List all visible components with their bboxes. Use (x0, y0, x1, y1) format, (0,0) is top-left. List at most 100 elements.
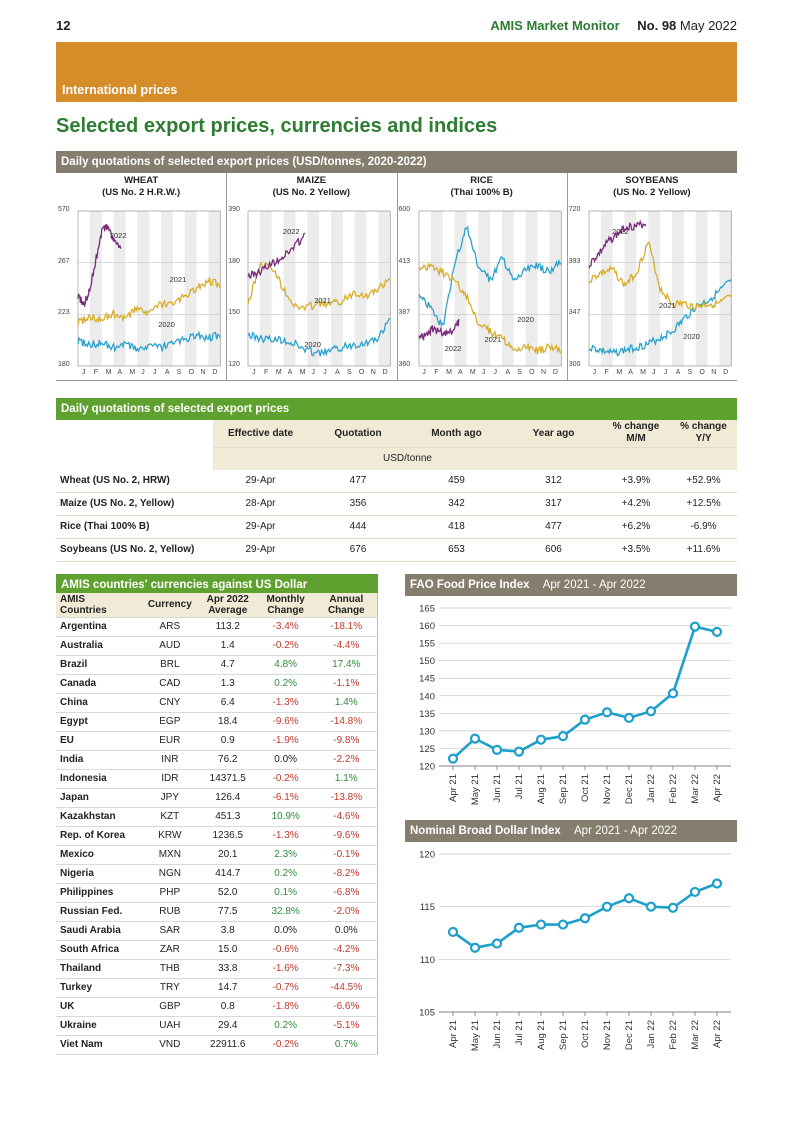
data-point (601, 901, 613, 912)
fao-chart-subtitle: Apr 2021 - Apr 2022 (542, 579, 646, 591)
series-2022-line (247, 232, 306, 280)
x-tick-label: Feb 22 (668, 774, 679, 804)
dollar-chart-title: Nominal Broad Dollar Index (410, 825, 561, 837)
month-stripe (695, 211, 708, 366)
country-name: Philippines (56, 883, 140, 903)
currency-code: CNY (139, 693, 200, 713)
col-change-mm: % change M/M (602, 420, 670, 448)
average-rate: 414.7 (199, 864, 256, 884)
data-point (667, 902, 679, 913)
x-tick-label: Jul 21 (514, 774, 525, 799)
monthly-change: -0.7% (255, 978, 316, 998)
col-year-ago: Year ago (505, 420, 602, 448)
y-tick-label: 105 (419, 1008, 435, 1019)
country-name: Russian Fed. (56, 902, 140, 922)
annual-change: 1.1% (315, 769, 378, 789)
col-month-ago: Month ago (408, 420, 505, 448)
panel-commodity: MAIZE (296, 175, 327, 186)
panel-commodity: RICE (470, 175, 493, 186)
month-label: M (469, 369, 476, 376)
x-tick-label: Jan 22 (646, 774, 657, 803)
month-label: A (164, 369, 170, 376)
y-tick-label: 267 (58, 257, 70, 265)
plot-frame (247, 210, 391, 367)
quotation-row: Soybeans (US No. 2, Yellow) 29-Apr 676 653 6… (56, 538, 737, 562)
annual-change: -1.1% (315, 674, 378, 694)
currency-row: Canada CAD 1.3 0.2% -1.1% (56, 674, 378, 694)
panel-plot (247, 210, 391, 367)
currency-row: Philippines PHP 52.0 0.1% -6.8% (56, 883, 378, 903)
country-name: Japan (56, 788, 140, 808)
col-change-yy: % change Y/Y (670, 420, 737, 448)
country-name: Kazakhstan (56, 807, 140, 827)
panel-grade: (Thai 100% B) (450, 187, 513, 198)
currencies-header-row: AMIS Countries Currency Apr 2022 Average… (56, 593, 378, 618)
country-name: Thailand (56, 959, 140, 979)
monthly-change: 32.8% (255, 902, 316, 922)
y-tick-label: 360 (398, 361, 411, 368)
change-yy-value: -6.9% (670, 515, 737, 539)
currency-row: Nigeria NGN 414.7 0.2% -8.2% (56, 864, 378, 884)
month-label: N (200, 369, 206, 376)
panel-commodity: WHEAT (124, 175, 159, 186)
average-rate: 14371.5 (199, 769, 256, 789)
dollar-chart-subtitle: Apr 2021 - Apr 2022 (574, 825, 677, 837)
data-point (689, 621, 701, 632)
x-tick-label: Jan 22 (646, 1020, 657, 1049)
data-point (645, 706, 657, 717)
issue-date: May 2022 (679, 18, 737, 33)
y-tick-label: 180 (58, 361, 70, 368)
y-tick-label: 150 (419, 656, 435, 667)
panel-plot (588, 210, 732, 367)
average-rate: 52.0 (199, 883, 256, 903)
x-tick-label: Mar 22 (690, 774, 701, 804)
month-stripe (307, 211, 320, 366)
month-label: M (446, 369, 452, 376)
month-label: D (723, 369, 729, 376)
quotation-value: 676 (308, 538, 408, 562)
quotation-value: 444 (308, 515, 408, 539)
currency-row: South Africa ZAR 15.0 -0.6% -4.2% (56, 940, 378, 960)
currency-row: Japan JPY 126.4 -6.1% -13.8% (56, 788, 378, 808)
year-label: 2022 (612, 226, 629, 236)
year-label: 2022 (444, 344, 462, 354)
y-tick-label: 115 (420, 902, 435, 913)
month-ago-value: 342 (408, 492, 505, 516)
y-tick-label: 150 (228, 309, 240, 317)
month-label: A (457, 369, 463, 376)
annual-change: -18.1% (315, 617, 378, 637)
year-label: 2022 (282, 226, 300, 236)
currency-code: PHP (139, 883, 200, 903)
panel-grade: (US No. 2 Yellow) (272, 187, 351, 198)
currency-row: Thailand THB 33.8 -1.6% -7.3% (56, 959, 378, 979)
average-rate: 0.8 (199, 997, 256, 1017)
currency-code: EUR (139, 731, 200, 751)
x-tick-label: Apr 22 (712, 1020, 723, 1048)
series-2020-line (588, 278, 732, 357)
data-point (557, 919, 569, 930)
country-name: Indonesia (56, 769, 140, 789)
change-mm-value: +6.2% (602, 515, 670, 539)
data-point (579, 913, 591, 924)
monthly-change: -3.4% (255, 617, 316, 637)
col-monthly-change: Monthly Change (255, 593, 316, 618)
month-stripe (648, 211, 660, 366)
data-point (557, 731, 569, 742)
currency-row: Indonesia IDR 14371.5 -0.2% 1.1% (56, 769, 378, 789)
monthly-change: 0.2% (255, 674, 316, 694)
month-label: M (129, 369, 136, 376)
fao-food-price-chart: 165 160 155 150 145 140 135 130 125 120 Apr 21 May … (419, 604, 731, 805)
data-point (601, 707, 613, 718)
month-stripe (378, 211, 391, 366)
month-stripe (719, 211, 731, 366)
quotation-row: Wheat (US No. 2, HRW) 29-Apr 477 459 312 +3.9… (56, 469, 737, 493)
y-tick-label: 135 (419, 709, 435, 720)
month-stripe (430, 211, 443, 366)
currency-code: EGP (139, 712, 200, 732)
col-quotation: Quotation (308, 420, 408, 448)
average-rate: 33.8 (199, 959, 256, 979)
average-rate: 6.4 (199, 693, 256, 713)
commodity-name: Rice (Thai 100% B) (56, 515, 213, 539)
y-tick-label: 120 (228, 361, 240, 368)
col-average: Apr 2022 Average (199, 593, 256, 618)
